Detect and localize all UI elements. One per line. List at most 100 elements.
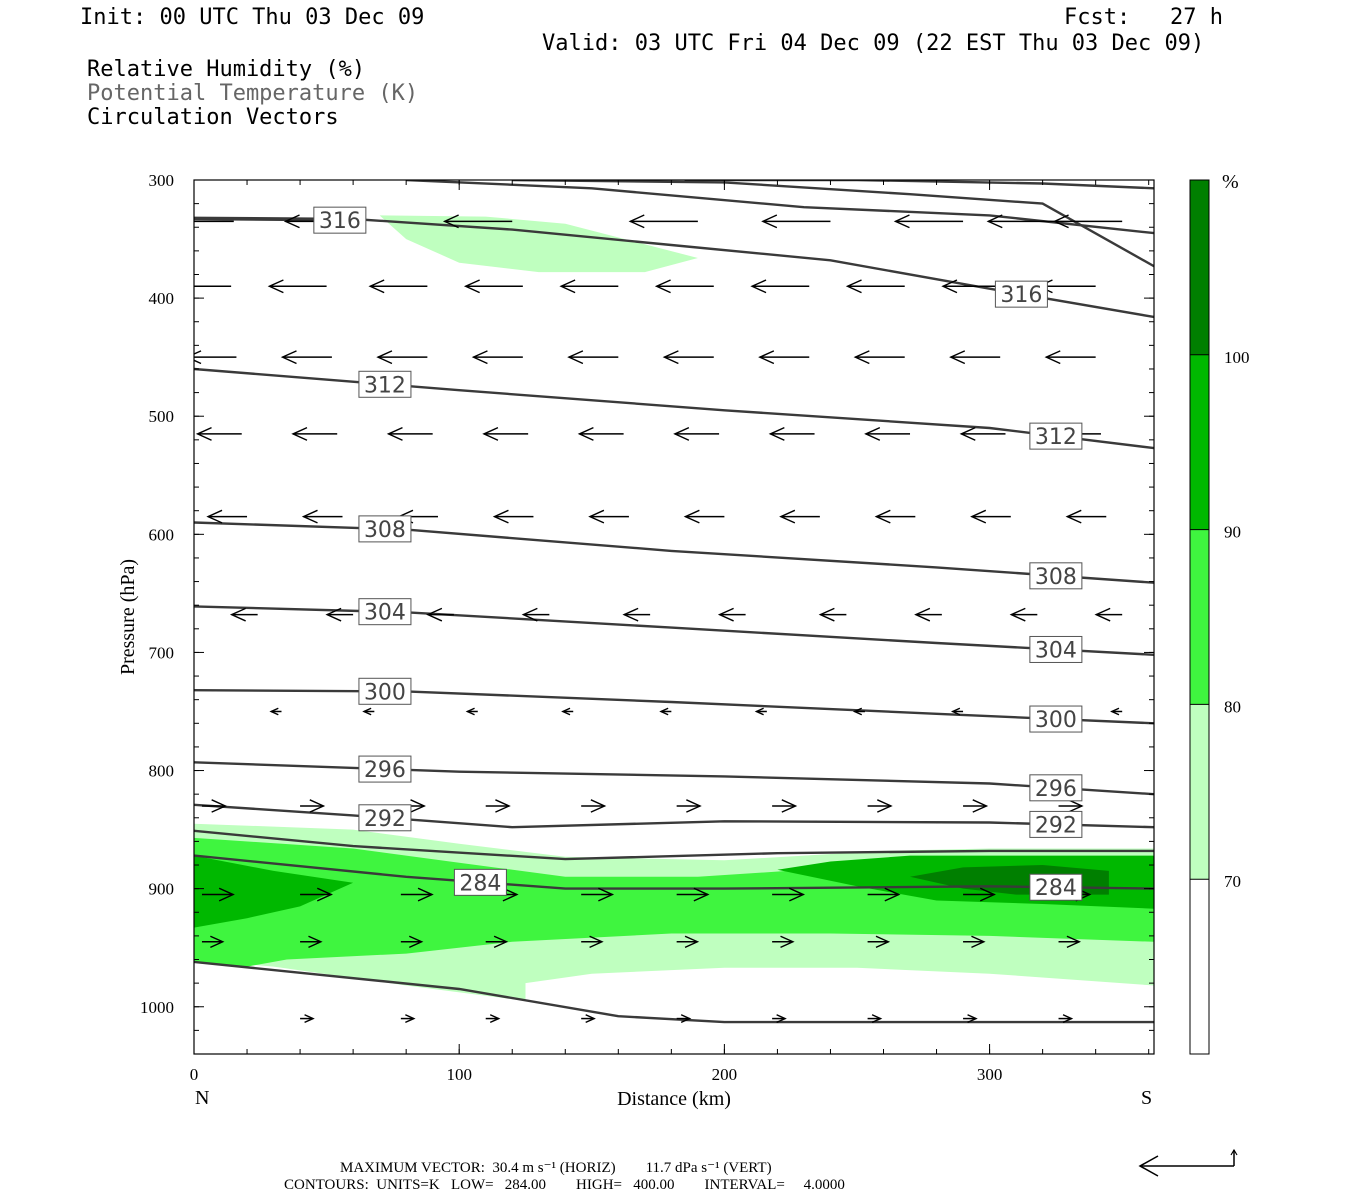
wind-vector-1-1: [267, 279, 327, 294]
wind-vector-9-3: [485, 935, 509, 949]
wind-vector-8-8: [963, 887, 996, 902]
wind-vector-10-3: [581, 1014, 596, 1024]
wind-vector-0-0: [194, 220, 234, 223]
wind-vector-2-4: [567, 350, 619, 365]
wind-vector-5-3: [521, 607, 550, 622]
theta-contour-13: [194, 960, 1154, 1024]
wind-vector-1-8: [941, 279, 1001, 294]
y-tick-label-500: 500: [149, 407, 175, 426]
theta-contour-292: [194, 803, 1154, 829]
plot-frame: [193, 179, 1155, 1055]
wind-vector-6-0: [269, 707, 282, 716]
wind-vector-7-1: [300, 799, 326, 813]
wind-vector-2-8: [949, 350, 1001, 365]
wind-vector-1-5: [654, 279, 714, 294]
wind-vector-2-1: [280, 350, 332, 365]
wind-vector-6-6: [852, 707, 865, 716]
colorbar-segment-2: [1190, 529, 1209, 705]
wind-vector-2-0: [194, 350, 237, 365]
contour-label-316-0: 316: [994, 280, 1048, 308]
y-tick-label-1000: 1000: [140, 998, 174, 1017]
wind-vector-1-7: [845, 279, 905, 294]
colorbar-label-80: 80: [1224, 697, 1241, 716]
wind-vector-3-5: [673, 426, 720, 441]
wind-vector-10-1: [400, 1014, 416, 1024]
wind-vector-4-5: [683, 509, 725, 524]
theta-contour-4: [684, 180, 1154, 190]
wind-vector-6-9: [1110, 707, 1123, 716]
wind-vector-3-0: [195, 426, 242, 441]
colorbar-label-70: 70: [1224, 872, 1241, 891]
wind-vector-1-6: [750, 279, 810, 294]
wind-vector-5-8: [1009, 607, 1038, 622]
y-tick-label-400: 400: [149, 289, 175, 308]
wind-vector-4-8: [970, 509, 1011, 524]
wind-vector-10-6: [867, 1014, 883, 1024]
wind-vector-5-1: [325, 607, 354, 622]
contour-label-316-0: 316: [313, 206, 367, 234]
field-potential-temperature: Potential Temperature (K): [87, 81, 419, 106]
wind-vector-4-3: [492, 509, 534, 524]
wind-vector-4-4: [588, 509, 629, 524]
wind-vector-9-1: [300, 935, 323, 949]
wind-vector-6-2: [465, 707, 478, 716]
wind-vector-5-6: [818, 607, 847, 622]
wind-vector-3-7: [864, 426, 911, 441]
colorbar-unit: %: [1222, 171, 1239, 193]
contour-label-312-1: 312: [1029, 422, 1083, 450]
svg-text:316: 316: [1000, 283, 1042, 308]
rh-region-90-3: [194, 855, 354, 928]
wind-vector-9-9: [1058, 935, 1082, 949]
x-right-direction: S: [1141, 1087, 1152, 1109]
wind-vector-1-0: [194, 285, 232, 288]
wind-vector-9-8: [963, 935, 986, 949]
wind-vector-8-5: [676, 887, 710, 902]
svg-text:308: 308: [1035, 565, 1077, 590]
wind-vector-0-4: [761, 214, 831, 229]
svg-text:304: 304: [1035, 638, 1077, 663]
y-axis-label: Pressure (hPa): [117, 559, 139, 675]
svg-text:292: 292: [1035, 813, 1077, 838]
theta-contour-3: [512, 180, 1154, 268]
wind-vector-8-0: [201, 887, 235, 902]
wind-vector-5-4: [622, 607, 651, 622]
init-time: Init: 00 UTC Thu 03 Dec 09: [80, 5, 425, 30]
reference-vector: [1138, 1148, 1238, 1177]
wind-vector-2-6: [758, 350, 810, 365]
contour-label-300-1: 300: [1029, 705, 1083, 733]
svg-text:312: 312: [1035, 425, 1077, 450]
contour-label-304-1: 304: [1029, 635, 1083, 663]
wind-vector-9-6: [772, 935, 795, 949]
svg-text:304: 304: [364, 601, 406, 626]
wind-vector-5-0: [229, 607, 258, 622]
wind-vector-5-7: [914, 607, 942, 622]
x-axis-label: Distance (km): [617, 1088, 731, 1110]
svg-text:284: 284: [459, 871, 501, 896]
contour-label-300-0: 300: [358, 677, 412, 705]
wind-vector-9-4: [581, 935, 604, 949]
svg-text:316: 316: [319, 209, 361, 234]
contour-label-312-0: 312: [358, 370, 412, 398]
colorbar-frame: [1189, 179, 1210, 1055]
svg-text:296: 296: [1035, 777, 1077, 802]
contour-label-284-1: 284: [1029, 873, 1083, 901]
wind-vector-7-6: [772, 799, 798, 813]
y-tick-label-600: 600: [149, 525, 175, 544]
wind-vector-3-2: [386, 426, 433, 441]
wind-vector-4-7: [874, 509, 916, 524]
wind-vector-1-3: [463, 279, 523, 294]
wind-vector-1-2: [368, 279, 428, 294]
colorbar-segment-4: [1190, 180, 1209, 355]
colorbar-segment-1: [1190, 704, 1209, 880]
y-tick-label-700: 700: [149, 643, 175, 662]
wind-vector-4-9: [1065, 509, 1107, 524]
svg-text:300: 300: [1035, 708, 1077, 733]
wind-vector-8-7: [867, 887, 901, 902]
x-tick-label-200: 200: [712, 1065, 738, 1084]
wind-vector-3-3: [482, 426, 529, 441]
wind-vector-3-4: [577, 426, 624, 441]
wind-vector-8-6: [772, 887, 806, 902]
wind-vector-2-2: [376, 350, 428, 365]
wind-vector-8-1: [300, 887, 333, 902]
